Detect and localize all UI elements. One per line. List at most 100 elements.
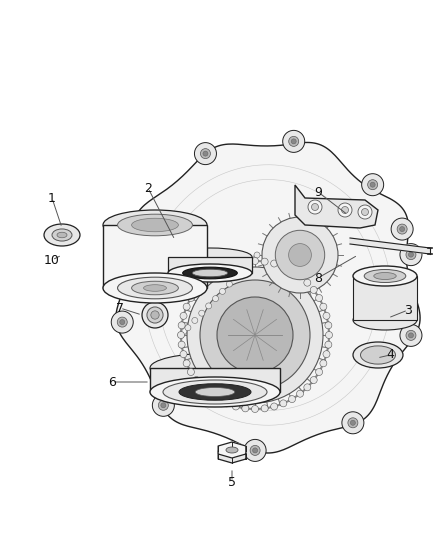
- Ellipse shape: [374, 272, 396, 279]
- Ellipse shape: [103, 210, 207, 240]
- Circle shape: [178, 332, 184, 338]
- Circle shape: [323, 351, 330, 358]
- Circle shape: [180, 312, 187, 319]
- Circle shape: [242, 258, 249, 265]
- Circle shape: [323, 312, 330, 319]
- Circle shape: [178, 322, 185, 329]
- Ellipse shape: [57, 232, 67, 238]
- Circle shape: [320, 303, 327, 310]
- Circle shape: [262, 217, 338, 293]
- Text: 3: 3: [404, 303, 412, 317]
- Polygon shape: [103, 225, 207, 288]
- Circle shape: [161, 403, 166, 408]
- Circle shape: [215, 268, 222, 274]
- Circle shape: [205, 303, 212, 309]
- Circle shape: [283, 131, 305, 152]
- Circle shape: [199, 310, 205, 316]
- Circle shape: [250, 446, 260, 455]
- Circle shape: [247, 259, 253, 265]
- Circle shape: [391, 218, 413, 240]
- Circle shape: [187, 368, 194, 376]
- Circle shape: [203, 151, 208, 156]
- Ellipse shape: [353, 342, 403, 368]
- Circle shape: [117, 317, 127, 327]
- Ellipse shape: [353, 310, 417, 330]
- Circle shape: [400, 325, 422, 346]
- Circle shape: [297, 390, 304, 397]
- Circle shape: [310, 376, 317, 384]
- Circle shape: [297, 273, 304, 280]
- Circle shape: [289, 244, 311, 266]
- Circle shape: [223, 400, 230, 407]
- Circle shape: [244, 439, 266, 462]
- Circle shape: [232, 403, 239, 410]
- Text: 1: 1: [48, 191, 56, 205]
- Circle shape: [409, 252, 413, 257]
- Circle shape: [199, 279, 206, 286]
- Circle shape: [240, 266, 246, 272]
- Text: 8: 8: [314, 271, 322, 285]
- Circle shape: [131, 227, 136, 231]
- Circle shape: [185, 325, 191, 331]
- Circle shape: [232, 260, 239, 267]
- Circle shape: [316, 368, 322, 376]
- Circle shape: [348, 418, 358, 428]
- Circle shape: [199, 384, 206, 391]
- Circle shape: [370, 182, 375, 187]
- Ellipse shape: [150, 353, 280, 383]
- Ellipse shape: [117, 214, 192, 236]
- Circle shape: [367, 180, 378, 190]
- Circle shape: [325, 332, 332, 338]
- Circle shape: [177, 332, 184, 338]
- Circle shape: [325, 341, 332, 348]
- Polygon shape: [150, 368, 280, 392]
- Ellipse shape: [226, 447, 238, 453]
- Circle shape: [183, 303, 190, 310]
- Circle shape: [304, 279, 311, 286]
- Circle shape: [187, 267, 323, 403]
- Circle shape: [310, 286, 317, 294]
- Circle shape: [206, 273, 213, 280]
- Circle shape: [251, 257, 258, 264]
- Polygon shape: [116, 142, 420, 453]
- Circle shape: [289, 395, 296, 402]
- Circle shape: [129, 224, 139, 234]
- Polygon shape: [295, 185, 378, 228]
- Circle shape: [399, 227, 405, 231]
- Circle shape: [152, 394, 174, 416]
- Circle shape: [226, 281, 233, 287]
- Circle shape: [206, 390, 213, 397]
- Circle shape: [180, 351, 187, 358]
- Circle shape: [358, 205, 372, 219]
- Ellipse shape: [163, 380, 267, 404]
- Circle shape: [253, 448, 258, 453]
- Circle shape: [406, 330, 416, 341]
- Circle shape: [215, 395, 222, 402]
- Polygon shape: [350, 238, 430, 254]
- Circle shape: [400, 244, 422, 265]
- Ellipse shape: [52, 229, 72, 241]
- Circle shape: [111, 311, 133, 333]
- Text: 7: 7: [116, 302, 124, 314]
- Circle shape: [223, 263, 230, 270]
- Ellipse shape: [150, 377, 280, 407]
- Circle shape: [350, 421, 355, 425]
- Ellipse shape: [364, 270, 406, 282]
- Circle shape: [409, 333, 413, 338]
- Ellipse shape: [192, 269, 228, 277]
- Text: 9: 9: [314, 185, 322, 198]
- Circle shape: [159, 400, 168, 410]
- Text: 5: 5: [228, 475, 236, 489]
- Circle shape: [187, 295, 194, 302]
- Ellipse shape: [144, 285, 166, 292]
- Circle shape: [289, 268, 296, 274]
- Circle shape: [254, 252, 260, 258]
- Polygon shape: [218, 442, 246, 458]
- Text: 6: 6: [108, 376, 116, 389]
- Circle shape: [233, 274, 239, 280]
- Circle shape: [342, 206, 349, 214]
- Circle shape: [200, 280, 310, 390]
- Circle shape: [151, 311, 159, 319]
- Circle shape: [147, 307, 163, 323]
- Circle shape: [261, 258, 268, 265]
